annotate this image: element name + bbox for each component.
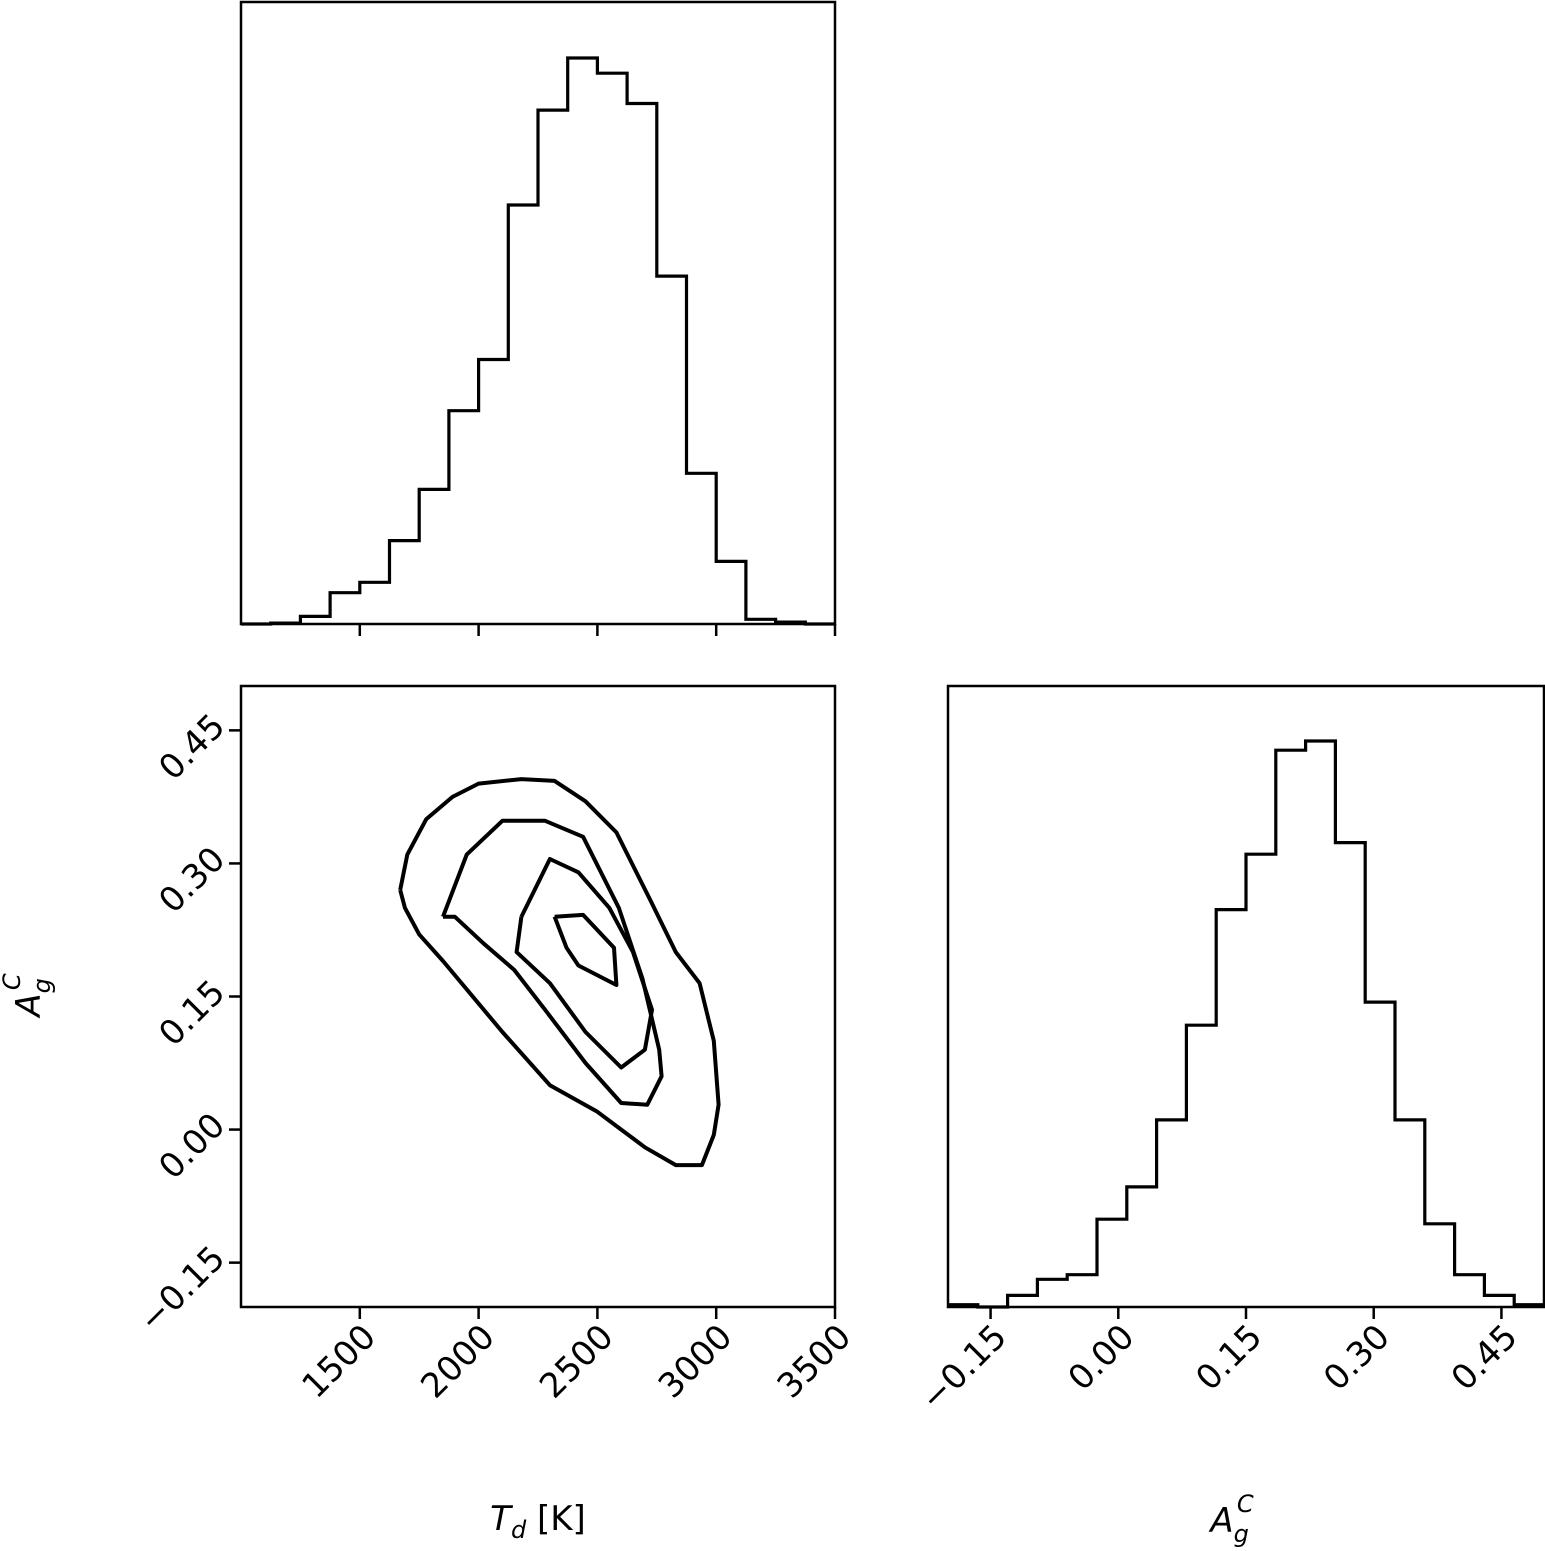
td-ag-contours [398, 777, 721, 1168]
histogram-step-line [241, 56, 835, 626]
histogram-step-line [948, 739, 1544, 1309]
contour-level-4 [398, 777, 721, 1168]
td-histogram-frame [239, 0, 837, 626]
contour-level-2 [514, 857, 654, 1070]
xlabel-td: Td [K] [490, 1499, 586, 1544]
td-histogram [241, 56, 835, 626]
ag-histogram [948, 739, 1544, 1309]
xlabel-ag: AgC [1208, 1490, 1254, 1548]
ylabel-ag: AgC [0, 973, 56, 1019]
contour-level-3 [441, 818, 664, 1107]
contour-level-1 [552, 912, 619, 987]
